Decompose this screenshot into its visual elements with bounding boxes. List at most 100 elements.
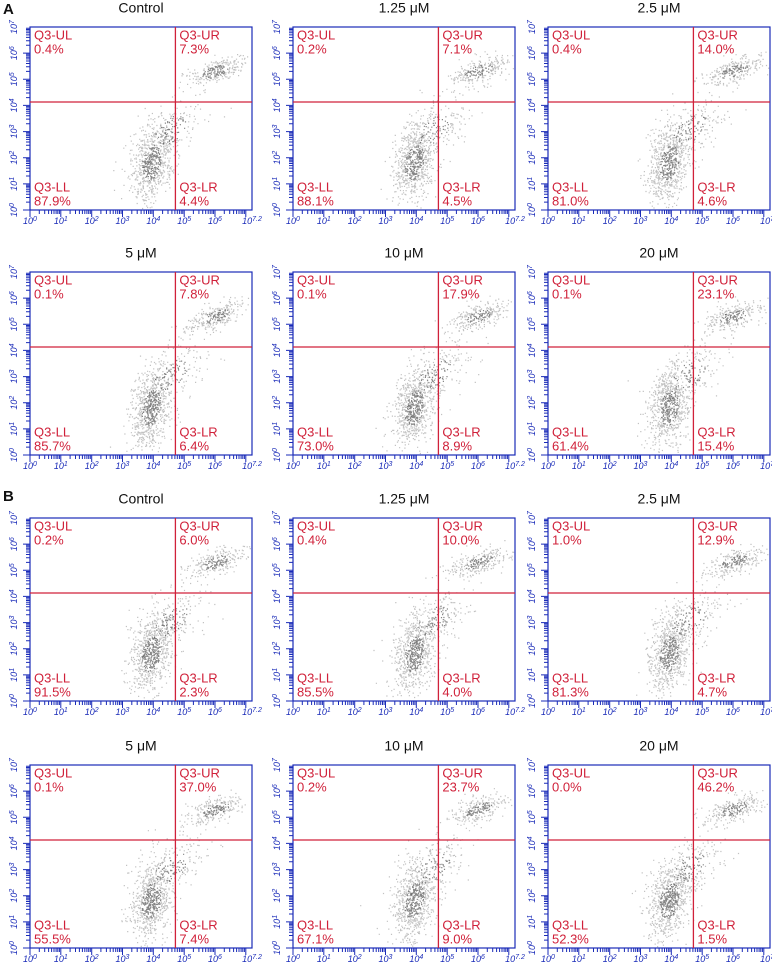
y-tick-label: 107 [9,757,20,772]
y-tick-label: 101 [272,915,283,929]
y-tick-label: 103 [9,616,20,630]
quadrant-percent: 6.0% [179,532,209,547]
quadrant-percent: 85.5% [297,684,334,699]
tick-exponent: 0 [272,941,279,945]
y-tick-label: 103 [9,863,20,877]
tick-base: 10 [527,762,537,772]
tick-exponent: 5 [705,707,709,714]
tick-exponent: 5 [705,216,709,223]
y-tick-label: 101 [527,915,538,929]
tick-exponent: 7.2 [770,461,772,468]
tick-exponent: 4 [419,216,423,223]
tick-base: 10 [379,707,389,717]
y-tick-label: 106 [527,537,538,551]
y-tick-label: 107 [527,757,538,772]
tick-exponent: 2 [9,889,16,894]
tick-exponent: 6 [9,291,16,295]
tick-exponent: 1 [527,422,534,426]
quadrant-name: Q3-UL [552,518,590,533]
tick-exponent: 5 [450,954,454,961]
tick-exponent: 7 [9,757,16,762]
tick-base: 10 [272,426,282,436]
x-tick-label: 101 [317,461,331,472]
quadrant-name: Q3-LL [297,179,333,194]
quadrant-percent: 4.0% [442,684,472,699]
tick-exponent: 4 [527,343,534,347]
tick-exponent: 0 [527,941,534,945]
y-tick-label: 106 [527,46,538,60]
tick-base: 10 [146,461,156,471]
quadrant-percent: 0.1% [34,779,64,794]
y-tick-label: 104 [9,589,20,603]
quadrant-percent: 81.3% [552,684,589,699]
tick-base: 10 [272,814,282,824]
tick-exponent: 6 [9,46,16,50]
tick-base: 10 [272,919,282,929]
tick-base: 10 [146,954,156,964]
y-tick-label: 104 [9,343,20,357]
tick-exponent: 6 [527,46,534,50]
tick-exponent: 6 [272,46,279,50]
tick-exponent: 2 [272,396,279,401]
y-tick-label: 105 [527,72,538,86]
tick-exponent: 5 [9,810,16,814]
y-tick-label: 107 [527,264,538,279]
tick-exponent: 1 [582,707,586,714]
x-tick-label: 104 [409,216,423,227]
x-tick-label: 102 [348,954,362,965]
tick-base: 10 [23,707,33,717]
axis-ticks [23,765,247,955]
tick-base: 10 [527,593,537,603]
tick-exponent: 7.2 [515,954,525,961]
tick-exponent: 7.2 [515,216,525,223]
tick-exponent: 4 [156,461,160,468]
event-cloud-light [375,295,512,455]
x-tick-label: 101 [54,707,68,718]
quadrant-percent: 15.4% [697,438,734,453]
tick-base: 10 [272,452,282,462]
tick-base: 10 [527,788,537,798]
y-tick-label: 105 [272,317,283,331]
x-tick-label: 106 [471,707,485,718]
tick-base: 10 [440,707,450,717]
tick-base: 10 [634,954,644,964]
tick-base: 10 [9,919,19,929]
x-tick-label: 105 [177,954,191,965]
tick-base: 10 [541,216,551,226]
tick-base: 10 [634,461,644,471]
tick-exponent: 0 [296,707,300,714]
tick-base: 10 [272,567,282,577]
x-tick-label: 101 [572,954,586,965]
cytometry-plot: 20 μMQ3-UL0.0%Q3-UR46.2%Q3-LL52.3%Q3-LR1… [527,738,772,965]
quadrant-name: Q3-LL [34,179,70,194]
tick-exponent: 0 [9,203,16,207]
tick-exponent: 5 [527,72,534,76]
tick-base: 10 [272,762,282,772]
x-tick-label: 100 [541,707,555,718]
axis-ticks [23,272,247,462]
tick-base: 10 [208,707,218,717]
tick-exponent: 6 [481,461,485,468]
axis-ticks [541,765,765,955]
x-tick-label: 101 [572,216,586,227]
tick-base: 10 [272,321,282,331]
tick-exponent: 6 [218,707,222,714]
y-tick-label: 106 [9,291,20,305]
tick-base: 10 [603,707,613,717]
x-tick-label: 100 [286,707,300,718]
tick-base: 10 [9,840,19,850]
quadrant-name: Q3-UR [179,27,219,42]
tick-exponent: 3 [644,461,648,468]
tick-exponent: 0 [9,448,16,452]
quadrant-name: Q3-LR [442,424,480,439]
tick-exponent: 7.2 [515,707,525,714]
tick-base: 10 [440,461,450,471]
quadrant-name: Q3-LR [697,179,735,194]
tick-base: 10 [9,762,19,772]
quadrant-name: Q3-UL [552,765,590,780]
x-tick-label: 107.2 [760,954,772,965]
quadrant-name: Q3-UR [442,272,482,287]
tick-base: 10 [348,216,358,226]
